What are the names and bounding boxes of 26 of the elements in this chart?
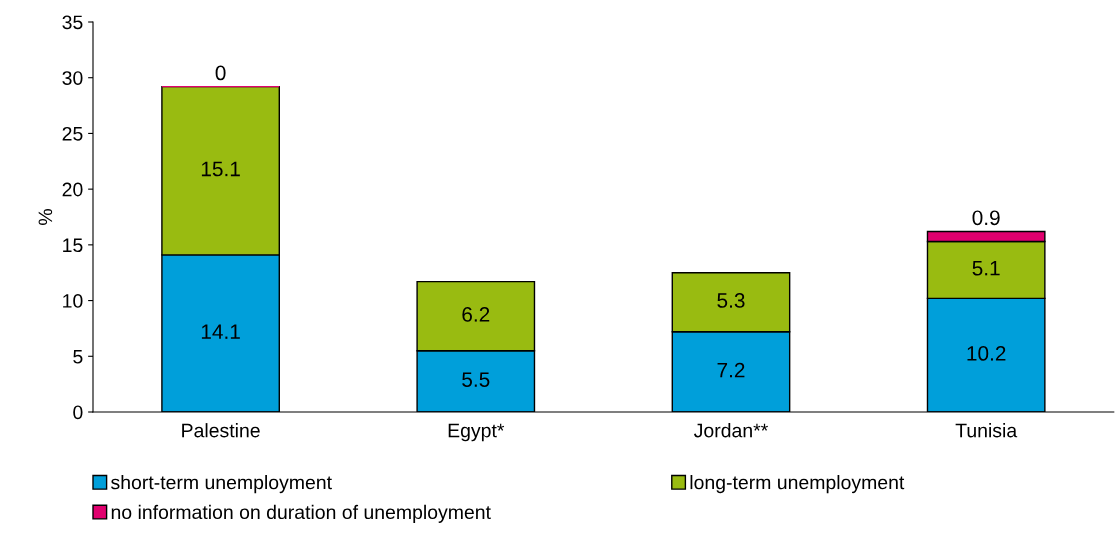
data-label: 5.5 (462, 372, 490, 387)
y-tick-label: 25 (62, 126, 83, 141)
y-tick-label: 15 (63, 238, 83, 253)
data-label: 5.3 (717, 293, 745, 308)
y-axis-title: % (38, 209, 53, 225)
data-label: 0.9 (972, 210, 1000, 226)
x-tick-label: Tunisia (955, 423, 1018, 438)
x-tick-label: Palestine (182, 423, 260, 438)
x-tick-label: Jordan** (693, 423, 768, 438)
y-tick-label: 5 (73, 349, 83, 364)
data-label: 5.1 (972, 260, 1000, 276)
legend-label: long-term unemployment (690, 475, 905, 494)
y-tick-label: 0 (73, 405, 83, 420)
data-label: 0 (215, 65, 226, 81)
y-tick-label: 35 (62, 15, 83, 30)
data-label: 10.2 (967, 346, 1006, 361)
legend-label: no information on duration of unemployment (111, 504, 491, 523)
y-tick-label: 20 (62, 182, 83, 197)
x-tick-label: Egypt* (448, 423, 505, 442)
y-tick-label: 30 (62, 71, 83, 85)
data-label: 6.2 (462, 307, 490, 322)
data-label: 7.2 (717, 362, 745, 378)
data-label: 15.1 (201, 161, 240, 177)
data-label: 14.1 (201, 324, 240, 339)
y-tick-label: 10 (63, 294, 83, 308)
legend-label: short-term unemployment (111, 475, 332, 494)
